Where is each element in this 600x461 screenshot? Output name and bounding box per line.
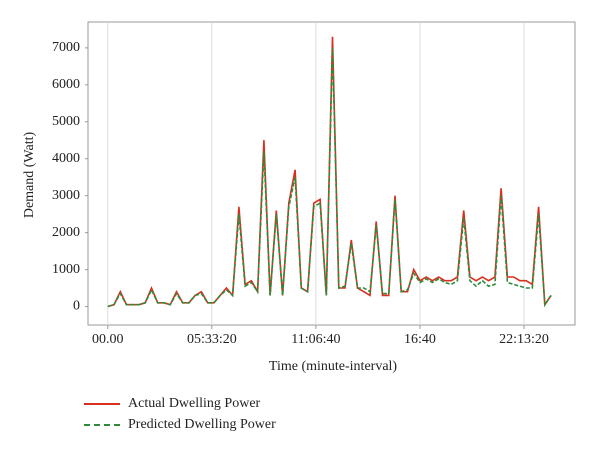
y-tick-label: 5000 [52,114,80,129]
x-tick-label: 05:33:20 [187,332,237,347]
y-tick-label: 0 [73,299,80,314]
y-axis-title: Demand (Watt) [22,131,37,218]
plot-frame [87,21,576,326]
series-line [107,47,552,308]
y-tick-label: 1000 [52,262,80,277]
y-tick-label: 3000 [52,188,80,203]
y-tick-label: 2000 [52,225,80,240]
x-tick-label: 11:06:40 [291,332,340,347]
y-tick-label: 4000 [52,151,80,166]
x-tick-label: 00.00 [92,332,124,347]
legend-label: Predicted Dwelling Power [128,417,276,432]
y-tick-label: 7000 [52,40,80,55]
legend-label: Actual Dwelling Power [128,396,261,411]
y-tick-label: 6000 [52,77,80,92]
x-tick-label: 16:40 [404,332,436,347]
x-tick-label: 22:13:20 [499,332,549,347]
series-line [107,36,552,308]
x-axis-title: Time (minute-interval) [269,359,398,374]
